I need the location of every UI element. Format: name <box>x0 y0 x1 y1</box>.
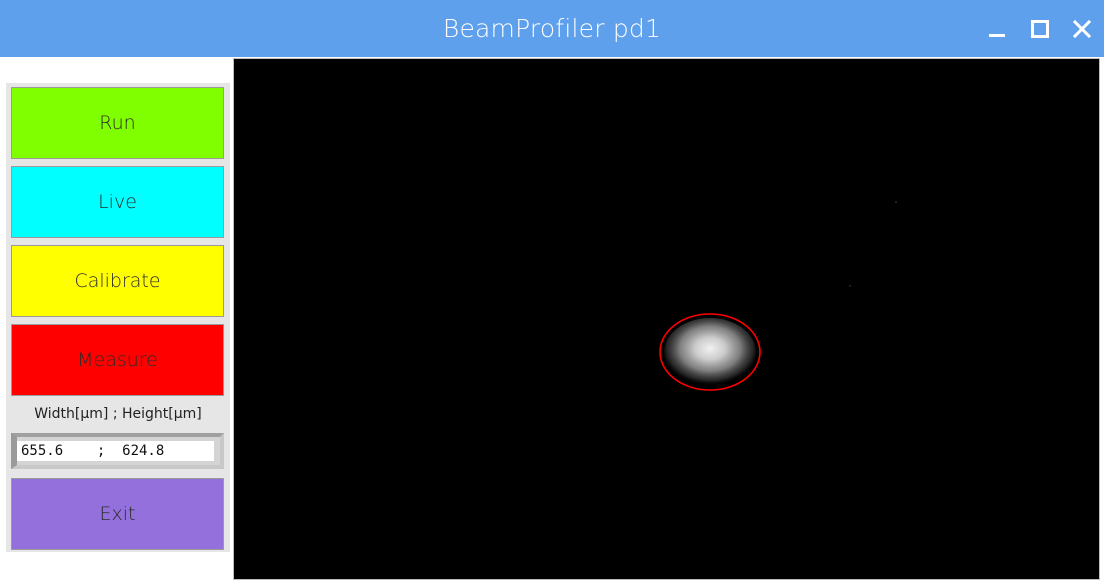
maximize-icon <box>1031 19 1049 38</box>
noise-pixel <box>849 285 851 287</box>
dimensions-label: Width[µm] ; Height[µm] <box>34 406 202 422</box>
maximize-button[interactable] <box>1023 0 1057 57</box>
window-title: BeamProfiler pd1 <box>442 14 662 43</box>
minimize-icon <box>989 33 1005 37</box>
run-button[interactable]: Run <box>11 87 224 159</box>
measure-button[interactable]: Measure <box>11 324 224 396</box>
dimensions-field-frame: 655.6 ; 624.8 <box>11 433 224 469</box>
control-panel <box>6 83 230 552</box>
camera-view[interactable] <box>233 58 1100 580</box>
close-icon <box>1072 19 1092 38</box>
calibrate-button[interactable]: Calibrate <box>11 245 224 317</box>
noise-pixel <box>895 201 897 203</box>
close-button[interactable] <box>1065 0 1099 57</box>
beam-spot <box>664 318 756 386</box>
live-button[interactable]: Live <box>11 166 224 238</box>
title-bar[interactable]: BeamProfiler pd1 <box>0 0 1104 57</box>
beam-fit-ellipse <box>659 313 761 391</box>
dimensions-field[interactable]: 655.6 ; 624.8 <box>17 441 214 461</box>
minimize-button[interactable] <box>980 0 1014 57</box>
exit-button[interactable]: Exit <box>11 478 224 550</box>
beam-image <box>234 59 1099 579</box>
